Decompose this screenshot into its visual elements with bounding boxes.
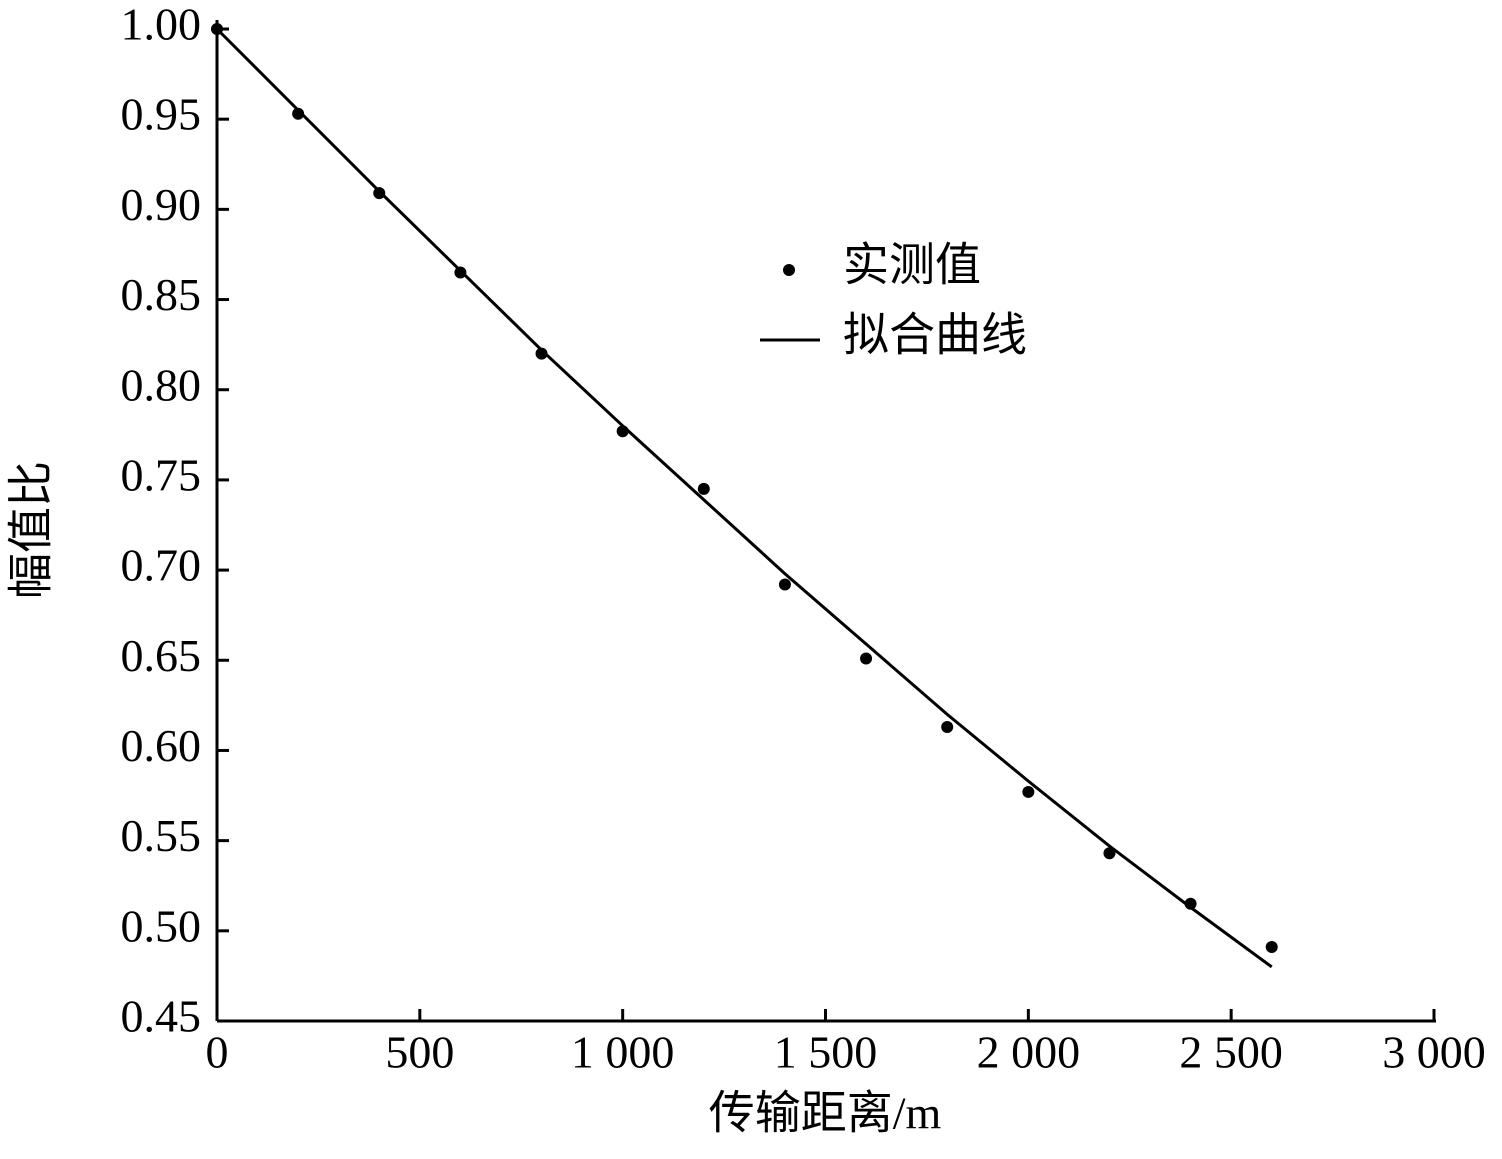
y-tick-label: 0.60 <box>121 720 202 771</box>
y-axis-label: 幅值比 <box>6 461 57 599</box>
legend-label: 实测值 <box>843 240 981 291</box>
y-tick-label: 0.75 <box>121 449 202 500</box>
x-tick-label: 2 500 <box>1179 1027 1283 1078</box>
legend-label: 拟合曲线 <box>843 310 1027 361</box>
y-tick-label: 0.80 <box>121 359 202 410</box>
data-point <box>941 721 954 734</box>
y-tick-label: 0.70 <box>121 540 202 591</box>
data-point <box>292 107 305 120</box>
y-tick-label: 0.45 <box>121 991 202 1042</box>
data-point <box>697 482 710 495</box>
x-tick-label: 1 000 <box>571 1027 675 1078</box>
x-axis-label: 传输距离/m <box>709 1088 942 1139</box>
y-tick-label: 0.50 <box>121 900 202 951</box>
y-tick-label: 0.85 <box>121 269 202 320</box>
y-tick-label: 0.90 <box>121 179 202 230</box>
legend-marker <box>783 264 795 276</box>
data-point <box>1265 941 1278 954</box>
y-tick-label: 0.95 <box>121 89 202 140</box>
x-tick-label: 0 <box>206 1027 229 1078</box>
y-tick-label: 0.65 <box>121 630 202 681</box>
data-point <box>778 578 791 591</box>
data-point <box>860 652 873 665</box>
data-point <box>1022 785 1035 798</box>
fit-line <box>215 27 1273 969</box>
x-tick-label: 500 <box>385 1027 454 1078</box>
data-point <box>1103 847 1116 860</box>
x-tick-label: 3 000 <box>1382 1027 1486 1078</box>
data-point <box>535 347 548 360</box>
x-tick-label: 1 500 <box>774 1027 878 1078</box>
y-tick-label: 0.55 <box>121 810 202 861</box>
y-tick-label: 1.00 <box>121 0 202 50</box>
x-tick-label: 2 000 <box>977 1027 1081 1078</box>
